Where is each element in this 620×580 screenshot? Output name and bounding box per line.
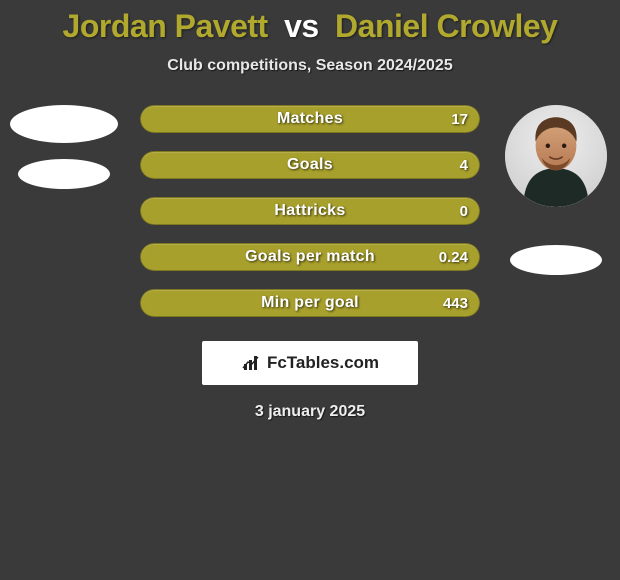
stat-row: Goals per match0.24 [140, 243, 480, 271]
stat-value-right: 17 [451, 105, 468, 133]
stat-value-right: 0 [460, 197, 468, 225]
stat-label: Hattricks [140, 197, 480, 225]
stat-value-right: 4 [460, 151, 468, 179]
watermark: FcTables.com [202, 341, 418, 385]
stat-value-right: 0.24 [439, 243, 468, 271]
player2-club-placeholder-icon [510, 245, 602, 275]
player1-avatar-area [8, 105, 120, 189]
player2-avatar-area [500, 105, 612, 275]
player2-name: Daniel Crowley [335, 8, 557, 44]
stat-label: Goals per match [140, 243, 480, 271]
player1-placeholder-icon [10, 105, 118, 143]
stat-value-right: 443 [443, 289, 468, 317]
stat-row: Min per goal443 [140, 289, 480, 317]
stats-bars: Matches17 Goals4 Hattricks0 Goals per match… [140, 105, 480, 317]
stat-row: Goals4 [140, 151, 480, 179]
date-text: 3 january 2025 [0, 403, 620, 421]
comparison-card: Jordan Pavett vs Daniel Crowley Club com… [0, 0, 620, 421]
avatar-icon [505, 105, 607, 207]
player1-club-placeholder-icon [18, 159, 110, 189]
stat-label: Min per goal [140, 289, 480, 317]
page-title: Jordan Pavett vs Daniel Crowley [0, 8, 620, 45]
player2-photo [505, 105, 607, 207]
watermark-text: FcTables.com [267, 353, 379, 373]
stat-label: Matches [140, 105, 480, 133]
subtitle: Club competitions, Season 2024/2025 [0, 57, 620, 75]
content-area: Matches17 Goals4 Hattricks0 Goals per match… [0, 105, 620, 421]
vs-text: vs [284, 8, 319, 44]
chart-icon [241, 354, 261, 372]
player1-name: Jordan Pavett [63, 8, 268, 44]
stat-row: Hattricks0 [140, 197, 480, 225]
stat-row: Matches17 [140, 105, 480, 133]
stat-label: Goals [140, 151, 480, 179]
